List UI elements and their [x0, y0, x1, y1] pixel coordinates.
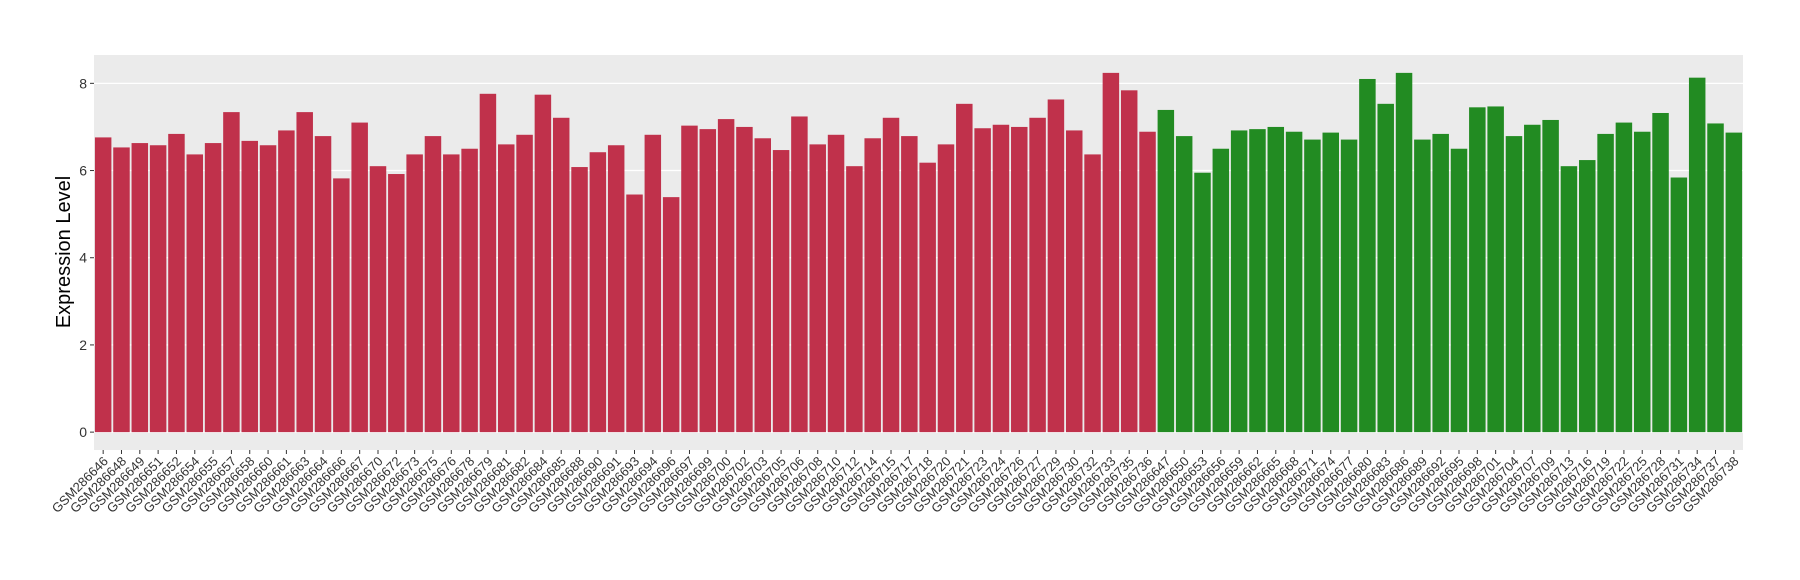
bar: [204, 143, 222, 433]
bar: [461, 148, 478, 433]
bar: [1340, 139, 1358, 433]
bar: [791, 116, 808, 433]
bar: [1304, 139, 1321, 433]
bar: [1084, 154, 1101, 433]
bar: [406, 154, 423, 433]
bar: [479, 93, 497, 433]
bar: [717, 119, 735, 433]
bar: [974, 128, 991, 433]
bar: [644, 134, 662, 433]
bar: [552, 117, 570, 433]
bar: [1432, 133, 1449, 433]
bar: [882, 117, 900, 433]
bar: [1120, 90, 1138, 433]
bar: [534, 94, 552, 433]
bar: [754, 138, 772, 433]
bar: [1579, 160, 1596, 433]
bar: [827, 134, 845, 433]
bar: [1065, 130, 1083, 433]
bar: [662, 197, 680, 433]
bar: [149, 145, 167, 433]
bar: [168, 133, 185, 433]
bar: [571, 167, 588, 433]
bar: [1011, 126, 1028, 433]
bar: [699, 129, 717, 433]
bar: [113, 147, 130, 433]
bar: [1322, 132, 1339, 433]
bar: [1670, 177, 1688, 433]
bar: [1725, 132, 1743, 433]
bar: [131, 143, 149, 433]
bar: [607, 145, 625, 433]
bar: [1139, 131, 1156, 433]
bar: [1194, 172, 1211, 433]
y-axis-title: Expression Level: [53, 176, 75, 328]
bar: [1230, 130, 1248, 433]
bar: [937, 144, 955, 433]
bar: [278, 130, 295, 433]
bar: [1377, 103, 1394, 433]
bar: [1524, 124, 1541, 433]
bar: [223, 112, 240, 433]
bar: [1688, 77, 1706, 433]
plot-panel: [94, 55, 1743, 450]
bar: [1359, 78, 1376, 433]
bar: [901, 136, 918, 433]
bar: [1652, 112, 1669, 433]
bar: [681, 125, 698, 433]
bar: [956, 103, 973, 433]
bar: [241, 140, 258, 433]
bar: [259, 145, 277, 433]
bar: [589, 152, 607, 433]
bar: [1414, 139, 1431, 433]
bar: [186, 154, 204, 433]
y-tick-label: 8: [79, 75, 87, 91]
bar: [424, 136, 442, 433]
bar: [919, 162, 936, 433]
y-tick-label: 2: [79, 337, 87, 353]
bar: [1615, 122, 1633, 433]
bar: [809, 144, 826, 433]
bar: [736, 126, 753, 433]
bar: [1633, 131, 1651, 433]
bar: [1560, 166, 1578, 433]
bar: [772, 150, 790, 433]
y-tick-label: 4: [79, 250, 87, 266]
bar: [1157, 109, 1175, 433]
bar: [1505, 136, 1523, 433]
y-tick-label: 0: [79, 424, 87, 440]
bar: [1249, 129, 1266, 433]
bar: [626, 194, 643, 433]
bar: [1597, 133, 1614, 433]
bar: [1029, 117, 1046, 433]
bar: [1707, 123, 1724, 433]
bar: [1047, 99, 1065, 433]
bar: [1395, 72, 1413, 433]
bar: [369, 166, 387, 433]
bar: [1212, 148, 1230, 433]
bar: [314, 136, 332, 433]
bar: [1285, 131, 1303, 433]
bar: [94, 137, 112, 433]
bar: [1267, 126, 1285, 433]
bar: [296, 112, 313, 433]
bar: [498, 144, 515, 433]
bar: [1175, 136, 1193, 433]
bar: [333, 178, 350, 433]
bar: [1542, 119, 1559, 433]
bar: [516, 134, 533, 433]
bar: [388, 174, 405, 433]
bar: [864, 138, 881, 433]
bar: [992, 124, 1010, 433]
bar: [443, 154, 460, 433]
bar: [1102, 72, 1120, 433]
y-tick-label: 6: [79, 163, 87, 179]
bar: [1469, 107, 1486, 433]
bar: [846, 166, 863, 433]
bar: [351, 122, 368, 433]
bar: [1487, 106, 1504, 433]
bar: [1450, 148, 1468, 433]
